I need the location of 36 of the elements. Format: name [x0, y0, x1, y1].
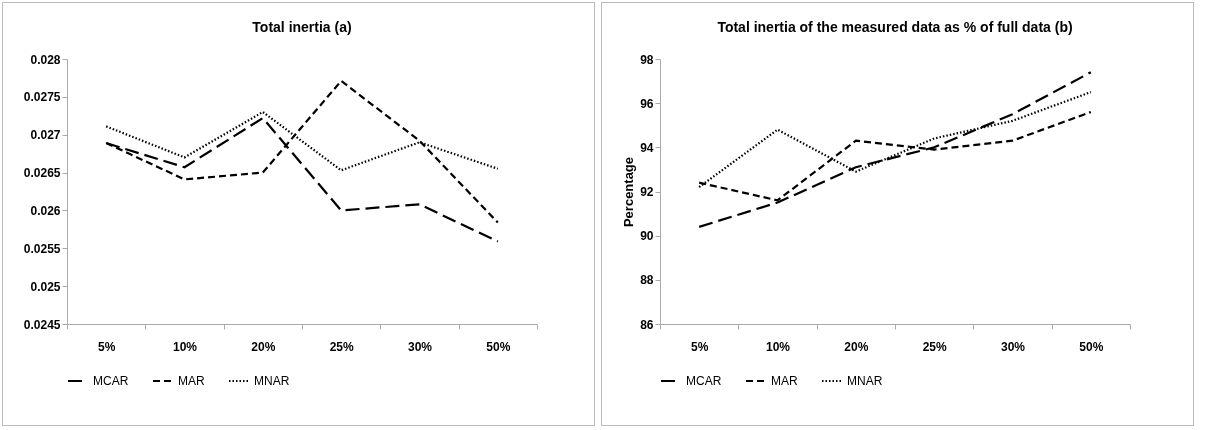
- y-tick-label: 0.0245: [23, 317, 61, 332]
- chart-title: Total inertia of the measured data as % of full data (b): [717, 19, 1073, 35]
- legend-label: MAR: [771, 374, 798, 388]
- x-tick-label: 10%: [172, 339, 198, 354]
- x-tick-label: 25%: [922, 339, 947, 354]
- y-tick-label: 94: [640, 140, 654, 155]
- chart-title: Total inertia (a): [252, 19, 352, 35]
- x-tick-label: 30%: [407, 339, 433, 354]
- y-tick-label: 0.025: [30, 279, 61, 294]
- x-tick-label: 5%: [97, 339, 116, 354]
- y-tick-label: 0.028: [30, 52, 61, 67]
- y-tick-label: 0.0255: [23, 241, 61, 256]
- x-tick-label: 30%: [1000, 339, 1026, 354]
- y-tick-label: 92: [640, 185, 654, 199]
- y-tick-label: 0.0265: [23, 166, 61, 181]
- y-tick-label: 88: [640, 273, 654, 288]
- legend-label: MCAR: [93, 374, 129, 388]
- y-tick-label: 0.027: [30, 128, 61, 143]
- y-tick-label: 90: [640, 229, 654, 244]
- legend-label: MNAR: [847, 374, 883, 388]
- x-tick-label: 10%: [765, 339, 791, 354]
- legend-label: MCAR: [686, 374, 722, 388]
- y-tick-label: 98: [640, 52, 654, 67]
- y-tick-label: 96: [640, 96, 654, 111]
- y-tick-label: 0.0275: [23, 90, 61, 105]
- x-tick-label: 20%: [844, 339, 869, 354]
- x-tick-label: 25%: [329, 339, 354, 354]
- y-tick-label: 0.026: [30, 203, 61, 218]
- x-tick-label: 20%: [251, 339, 276, 354]
- y-tick-label: 86: [640, 317, 654, 332]
- y-axis-title: Percentage: [621, 156, 637, 228]
- x-tick-label: 5%: [690, 339, 709, 354]
- legend-label: MNAR: [254, 374, 290, 388]
- x-tick-label: 50%: [1079, 339, 1104, 354]
- x-tick-label: 50%: [486, 339, 511, 354]
- legend-label: MAR: [178, 374, 205, 388]
